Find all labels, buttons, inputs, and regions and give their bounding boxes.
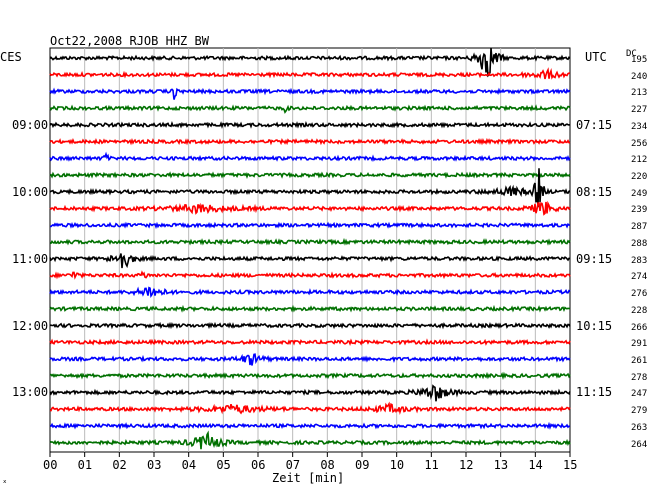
x-tick-label-09: 09: [355, 458, 370, 472]
right-time-label: 11:15: [576, 385, 613, 400]
trace-row-20: [49, 384, 571, 402]
x-tick-label-06: 06: [251, 458, 266, 472]
dc-value: 291: [631, 339, 648, 350]
dc-value: 276: [631, 289, 648, 300]
right-timezone-label: UTC: [585, 50, 607, 64]
right-time-label: 10:15: [576, 318, 613, 333]
dc-value: 279: [631, 406, 648, 417]
dc-value: 263: [631, 422, 648, 433]
dc-value: 213: [631, 88, 648, 99]
trace-row-14: [49, 286, 571, 299]
left-time-label: 13:00: [12, 385, 49, 400]
dc-value: 220: [631, 172, 648, 183]
dc-value: 278: [631, 372, 648, 383]
left-timezone-label: CES: [0, 50, 22, 64]
trace-row-15: [49, 304, 571, 313]
trace-row-22: [49, 421, 571, 430]
trace-row-7: [49, 171, 571, 179]
trace-row-23: [49, 430, 571, 450]
trace-row-5: [49, 137, 571, 146]
x-tick-label-11: 11: [424, 458, 439, 472]
trace-row-8: [49, 168, 571, 208]
dc-value: 195: [631, 55, 648, 65]
x-tick-label-08: 08: [320, 458, 335, 472]
left-time-label: 12:00: [12, 318, 49, 333]
trace-row-18: [49, 353, 571, 366]
left-time-label: 09:00: [12, 117, 49, 132]
x-tick-label-12: 12: [459, 458, 474, 472]
trace-row-1: [49, 67, 571, 80]
dc-value: 228: [631, 305, 648, 316]
plot-frame: [49, 47, 571, 453]
dc-value: 212: [631, 155, 648, 166]
right-time-label: 08:15: [576, 184, 613, 199]
x-tick-label-13: 13: [493, 458, 509, 472]
x-tick-label-10: 10: [389, 458, 405, 472]
dc-value: 261: [631, 355, 648, 366]
dc-value: 266: [631, 322, 648, 333]
trace-row-12: [49, 253, 571, 269]
trace-row-16: [49, 321, 571, 330]
x-tick-label-01: 01: [77, 458, 93, 472]
trace-row-11: [49, 237, 571, 246]
x-tick-label-02: 02: [112, 458, 127, 472]
x-tick-label-14: 14: [528, 458, 543, 472]
trace-row-21: [49, 401, 571, 416]
dc-header-label: DC: [626, 49, 637, 59]
trace-row-2: [49, 87, 571, 100]
trace-row-10: [50, 221, 571, 230]
trace-row-3: [49, 104, 571, 114]
dc-value: 227: [631, 105, 648, 116]
x-tick-label-04: 04: [181, 458, 197, 472]
left-time-label: 11:00: [12, 251, 49, 266]
trace-row-13: [49, 270, 571, 280]
x-tick-label-03: 03: [147, 458, 162, 472]
x-tick-label-07: 07: [285, 458, 301, 472]
x-axis-label: Zeit [min]: [272, 471, 345, 485]
dc-value: 288: [631, 238, 648, 249]
x-tick-label-00: 00: [43, 458, 58, 472]
dc-value: 240: [631, 71, 648, 82]
x-tick-label-05: 05: [216, 458, 231, 472]
dc-value: 283: [631, 255, 648, 266]
left-time-label: 10:00: [12, 184, 49, 199]
corner-mark: ˣ: [2, 479, 8, 489]
chart-title: Oct22,2008 RJOB HHZ BW: [50, 34, 209, 48]
trace-row-17: [49, 338, 571, 346]
dc-value: 287: [631, 222, 648, 233]
right-time-label: 07:15: [576, 117, 613, 132]
trace-row-9: [49, 200, 571, 216]
trace-row-4: [49, 120, 571, 129]
x-tick-label-15: 15: [563, 458, 578, 472]
trace-row-0: [49, 47, 571, 78]
dc-value: 249: [631, 188, 648, 199]
dc-value: 234: [631, 121, 648, 132]
dc-value: 264: [631, 439, 648, 450]
trace-row-6: [49, 151, 571, 162]
right-time-label: 09:15: [576, 251, 613, 266]
dc-value: 239: [631, 205, 648, 216]
trace-row-19: [49, 371, 571, 380]
dc-value: 247: [631, 389, 648, 400]
dc-value: 274: [631, 272, 648, 283]
dc-value: 256: [631, 138, 648, 149]
